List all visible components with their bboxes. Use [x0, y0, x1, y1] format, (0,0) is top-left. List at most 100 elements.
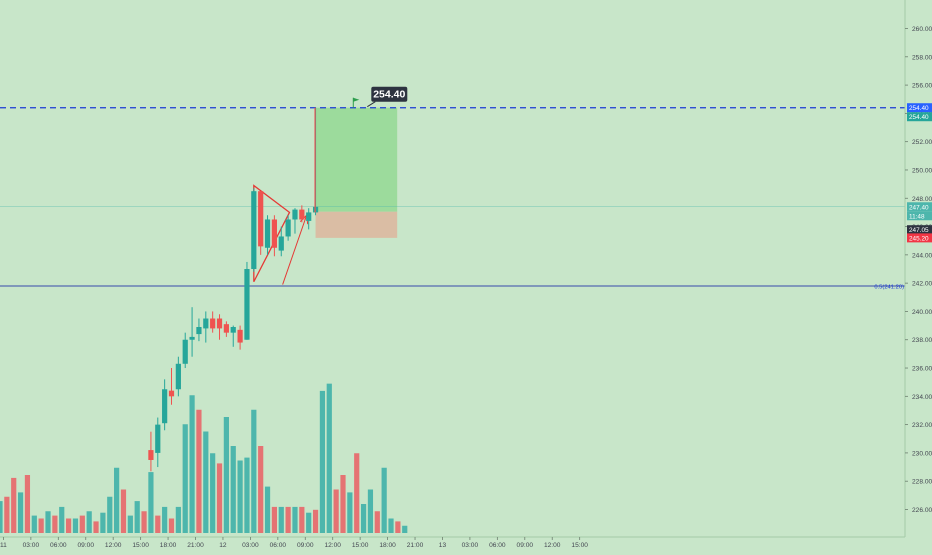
x-tick-label: 06:00 — [270, 542, 287, 549]
volume-bar — [72, 518, 79, 533]
price-badge-label: 245.20 — [909, 235, 929, 242]
x-tick-label: 03:00 — [462, 542, 479, 549]
price-badge-label: 254.40 — [909, 105, 929, 112]
y-tick-label: 250.00 — [912, 167, 932, 174]
price-badge-label: 254.40 — [909, 114, 929, 121]
y-tick-label: 230.00 — [912, 450, 932, 457]
x-tick-label: 18:00 — [160, 542, 177, 549]
volume-bar — [155, 515, 161, 533]
price-badge-box — [907, 202, 932, 212]
price-badge-label: 247.40 — [909, 204, 929, 211]
candle-body — [299, 209, 305, 220]
candle-body — [148, 450, 154, 460]
candle-body — [251, 191, 257, 269]
volume-bar — [360, 504, 367, 533]
profit-zone — [315, 107, 398, 212]
candle-body — [258, 191, 264, 247]
candle-body — [210, 318, 216, 329]
price-badge-box — [907, 225, 932, 235]
y-tick-label: 252.00 — [912, 139, 932, 146]
x-tick-label: 18:00 — [379, 542, 396, 549]
volume-bar — [216, 463, 223, 533]
volume-bar — [374, 511, 380, 533]
volume-bar — [203, 431, 209, 533]
volume-bar — [31, 515, 37, 533]
volume-bar — [4, 496, 10, 533]
volume-bar — [0, 501, 3, 533]
volume-bar — [237, 460, 243, 533]
x-tick-label: 15:00 — [132, 542, 149, 549]
volume-bar — [127, 515, 133, 533]
volume-bar — [38, 518, 44, 533]
candle-body — [230, 327, 236, 333]
y-tick-label: 240.00 — [912, 309, 932, 316]
volume-bar — [251, 409, 257, 533]
x-tick-label: 12:00 — [105, 542, 122, 549]
projection-arrow — [282, 215, 308, 285]
volume-bar — [93, 521, 99, 533]
volume-bar — [100, 512, 106, 533]
candle-body — [203, 318, 209, 329]
volume-bar — [168, 518, 175, 533]
volume-bar — [107, 496, 113, 533]
loss-zone — [315, 211, 398, 238]
candle-body — [155, 424, 161, 453]
volume-bar — [347, 492, 353, 533]
y-tick-label: 260.00 — [912, 26, 932, 33]
candle-body — [237, 329, 243, 343]
volume-bar — [367, 489, 374, 533]
volume-bar — [381, 467, 387, 533]
y-tick-label: 242.00 — [912, 281, 932, 288]
volume-bar — [17, 492, 24, 533]
volume-bar — [45, 511, 51, 533]
volume-bar — [292, 506, 298, 533]
price-badge-box — [907, 211, 932, 221]
volume-bar — [162, 506, 168, 533]
volume-bar — [59, 506, 65, 533]
candle-body — [223, 324, 229, 333]
candle-body — [189, 336, 195, 340]
x-tick-label: 21:00 — [407, 542, 424, 549]
x-tick-label: 06:00 — [489, 542, 506, 549]
target-label-pointer — [367, 101, 376, 108]
volume-bar — [395, 521, 401, 533]
volume-bar — [244, 457, 250, 533]
price-badge-box — [907, 103, 932, 113]
price-badge-label: 247.05 — [909, 227, 929, 234]
volume-bar — [271, 506, 277, 533]
volume-bar — [299, 506, 305, 533]
x-tick-label: 12:00 — [544, 542, 561, 549]
candle-body — [244, 269, 250, 340]
volume-bar — [11, 477, 17, 533]
candle-body — [271, 219, 277, 248]
target-label-text: 254.40 — [373, 89, 405, 101]
x-tick-label: 09:00 — [77, 542, 94, 549]
y-tick-label: 258.00 — [912, 54, 932, 61]
volume-bar — [182, 424, 188, 533]
x-tick-label: 15:00 — [352, 542, 369, 549]
volume-bar — [196, 409, 202, 533]
target-label-box — [371, 86, 408, 102]
x-tick-label: 06:00 — [50, 542, 67, 549]
x-tick-label: 12 — [219, 542, 227, 549]
y-tick-label: 248.00 — [912, 196, 932, 203]
volume-bar — [141, 511, 147, 533]
x-tick-label: 11 — [0, 542, 7, 549]
y-tick-label: 238.00 — [912, 337, 932, 344]
candle-series — [148, 107, 319, 472]
candle-body — [306, 212, 312, 221]
candle-body — [292, 209, 298, 220]
volume-bar — [402, 525, 408, 533]
x-tick-label: 21:00 — [187, 542, 204, 549]
volume-bar — [66, 518, 72, 533]
volume-bar — [333, 489, 339, 533]
volume-bar — [340, 475, 346, 533]
volume-bar — [230, 446, 236, 533]
volume-bar — [120, 489, 127, 533]
volume-bar — [86, 511, 92, 533]
volume-bar — [210, 453, 216, 533]
y-tick-label: 228.00 — [912, 479, 932, 486]
